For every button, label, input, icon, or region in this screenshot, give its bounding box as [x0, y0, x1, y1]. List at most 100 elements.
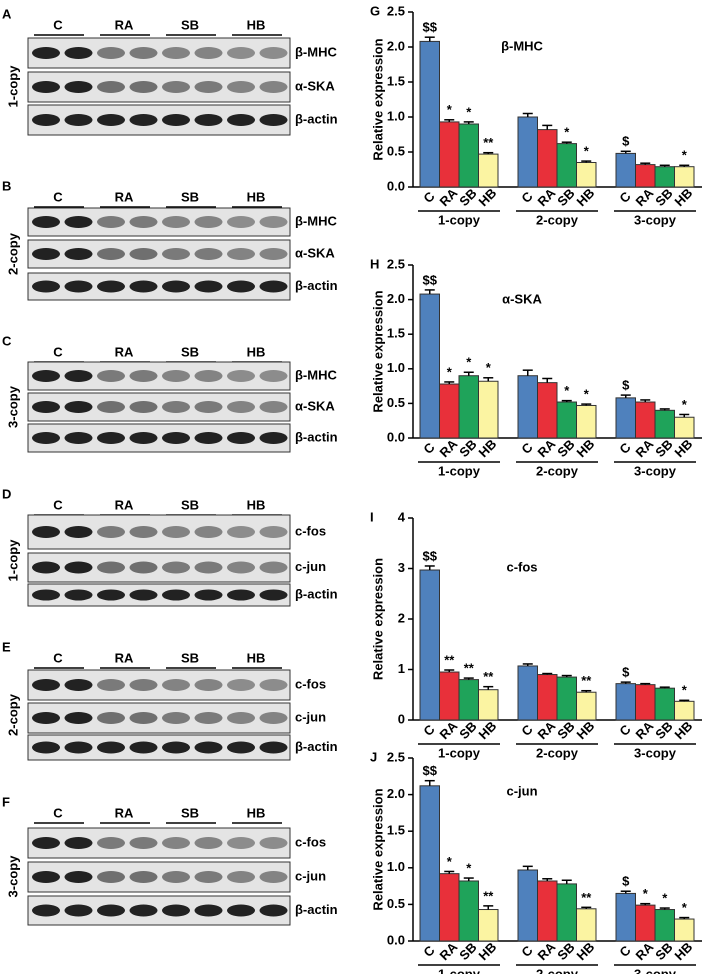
significance-label: * — [682, 148, 688, 163]
blot-band — [162, 370, 190, 382]
blot-band — [162, 712, 190, 724]
error-bar — [679, 413, 690, 418]
significance-label: * — [447, 364, 453, 379]
blot-band — [227, 216, 255, 228]
error-bar — [581, 689, 592, 693]
blot-band — [32, 370, 60, 382]
bar — [556, 401, 577, 439]
blot-band — [32, 81, 60, 93]
y-tick-label: 2.5 — [387, 749, 405, 764]
bar-label: C — [420, 188, 438, 206]
significance-label: $ — [622, 378, 630, 393]
significance-label: ** — [444, 652, 455, 667]
blot-band — [259, 526, 288, 538]
y-tick-label: 2 — [398, 610, 405, 625]
blot-band — [227, 837, 255, 849]
blot-band — [259, 370, 288, 382]
y-tick-label: 1.5 — [387, 326, 405, 341]
protein-label: c-jun — [295, 559, 326, 574]
group-label: 1-copy — [438, 745, 481, 760]
significance-label: * — [564, 383, 570, 398]
blot-band — [194, 114, 223, 126]
significance-label: $ — [622, 874, 630, 889]
blot-band — [129, 871, 158, 883]
panel-letter: C — [2, 333, 12, 348]
blot-band — [32, 432, 60, 444]
blot-band — [162, 871, 190, 883]
blot-band — [97, 216, 125, 228]
blot-band — [32, 47, 60, 59]
significance-label: * — [447, 854, 453, 869]
error-bar — [561, 399, 572, 403]
blot-band — [64, 432, 93, 444]
blot-band — [194, 871, 223, 883]
group-label: C — [53, 17, 63, 32]
panel-letter: G — [370, 3, 380, 18]
bar — [654, 166, 675, 188]
chart-title: β-MHC — [501, 38, 543, 53]
group-label: SB — [181, 17, 199, 32]
blot-band — [97, 248, 125, 260]
error-bar — [620, 890, 631, 894]
significance-label: ** — [581, 890, 592, 905]
error-bar — [659, 907, 670, 910]
error-bar — [640, 682, 651, 685]
error-bar — [659, 164, 670, 167]
bar — [419, 785, 440, 942]
panel-letter: E — [2, 639, 11, 654]
blot-band — [64, 526, 93, 538]
significance-label: $$ — [423, 763, 438, 778]
copy-label: 1-copy — [5, 65, 20, 108]
blot-band — [129, 679, 158, 691]
bar-label: HB — [672, 939, 696, 963]
blot-band — [194, 81, 223, 93]
significance-label: ** — [464, 661, 475, 676]
chart-title: c-jun — [506, 783, 537, 798]
bar — [517, 665, 538, 721]
blot-band — [194, 679, 223, 691]
bar — [537, 880, 558, 942]
blot-band — [162, 561, 190, 574]
blot-band — [129, 216, 158, 228]
bar — [576, 691, 597, 721]
significance-label: ** — [483, 135, 494, 150]
copy-label: 2-copy — [5, 693, 20, 736]
bar — [458, 375, 479, 439]
bar — [556, 676, 577, 721]
protein-label: α-SKA — [295, 78, 335, 93]
protein-label: β-actin — [295, 278, 338, 293]
bar-label: C — [616, 439, 634, 457]
blot-band — [259, 47, 288, 59]
blot-band — [97, 712, 125, 724]
error-bar — [659, 686, 670, 689]
blot-band — [97, 370, 125, 382]
blot-band — [32, 114, 60, 126]
protein-label: β-actin — [295, 586, 338, 601]
bar-label: HB — [574, 718, 598, 742]
significance-label: $ — [622, 665, 630, 680]
bar — [537, 129, 558, 188]
blot-band — [32, 280, 60, 293]
error-bar — [640, 902, 651, 906]
error-bar — [424, 779, 435, 786]
bar-label: HB — [672, 718, 696, 742]
blot-band — [194, 712, 223, 724]
blot-band — [129, 561, 158, 574]
error-bar — [679, 699, 690, 702]
blot-band — [32, 871, 60, 883]
bar-label: HB — [476, 939, 500, 963]
error-bar — [522, 369, 533, 376]
blot-band — [162, 837, 190, 849]
blot-band — [32, 712, 60, 724]
error-bar — [522, 663, 533, 666]
blot-band — [194, 432, 223, 444]
blot-band — [259, 712, 288, 724]
blot-band — [227, 741, 255, 754]
blot-band — [259, 401, 288, 413]
error-bar — [424, 36, 435, 42]
blot-band — [162, 589, 190, 601]
y-tick-label: 2.0 — [387, 38, 405, 53]
bar-label: C — [616, 721, 634, 739]
error-bar — [581, 160, 592, 163]
